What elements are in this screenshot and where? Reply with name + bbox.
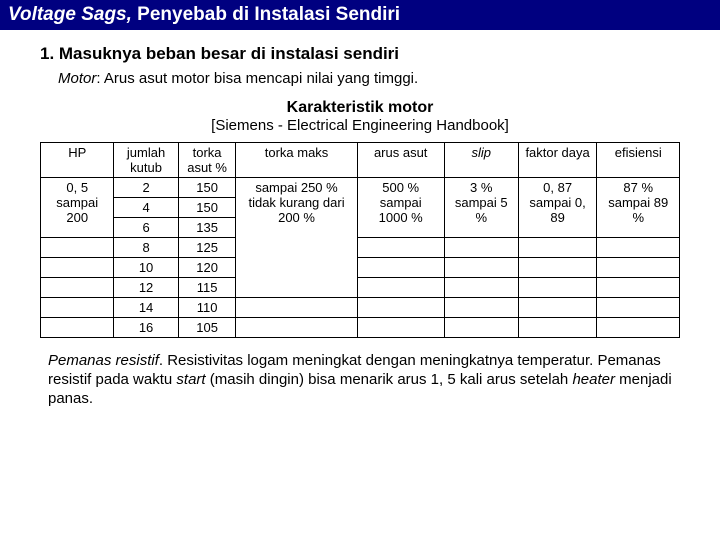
cell-kutub: 2 bbox=[114, 178, 178, 198]
cell-arus-asut: 500 % sampai 1000 % bbox=[357, 178, 444, 238]
th-faktor-daya: faktor daya bbox=[518, 143, 597, 178]
cell-torka-asut: 115 bbox=[178, 278, 236, 298]
cell-torka-asut: 105 bbox=[178, 318, 236, 338]
cell-empty bbox=[518, 318, 597, 338]
cell-kutub: 4 bbox=[114, 198, 178, 218]
table-caption: Karakteristik motor [Siemens - Electrica… bbox=[40, 99, 680, 134]
cell-empty bbox=[444, 318, 518, 338]
cell-torka-asut: 110 bbox=[178, 298, 236, 318]
th-efisiensi: efisiensi bbox=[597, 143, 680, 178]
cell-empty bbox=[41, 238, 114, 258]
slide-header: Voltage Sags, Penyebab di Instalasi Send… bbox=[0, 0, 720, 30]
table-row: 14 110 bbox=[41, 298, 680, 318]
cell-empty bbox=[597, 258, 680, 278]
cell-empty bbox=[357, 318, 444, 338]
cell-faktor-daya: 0, 87 sampai 0, 89 bbox=[518, 178, 597, 238]
th-slip: slip bbox=[444, 143, 518, 178]
cell-empty bbox=[444, 278, 518, 298]
cell-empty bbox=[41, 258, 114, 278]
para-heater: heater bbox=[572, 371, 615, 388]
cell-empty bbox=[597, 238, 680, 258]
cell-torka-asut: 120 bbox=[178, 258, 236, 278]
table-header-row: HP jumlah kutub torka asut % torka maks … bbox=[41, 143, 680, 178]
cell-empty bbox=[518, 298, 597, 318]
cell-empty bbox=[597, 278, 680, 298]
cell-kutub: 8 bbox=[114, 238, 178, 258]
content-area: 1. Masuknya beban besar di instalasi sen… bbox=[0, 30, 720, 408]
cell-empty bbox=[41, 318, 114, 338]
cell-torka-asut: 125 bbox=[178, 238, 236, 258]
table-row: 16 105 bbox=[41, 318, 680, 338]
para-lead: Pemanas resistif bbox=[48, 352, 159, 369]
motor-line: Motor: Arus asut motor bisa mencapi nila… bbox=[58, 70, 680, 87]
cell-efisiensi: 87 % sampai 89 % bbox=[597, 178, 680, 238]
cell-kutub: 14 bbox=[114, 298, 178, 318]
motor-label: Motor bbox=[58, 70, 96, 87]
para-start: start bbox=[176, 371, 205, 388]
cell-kutub: 10 bbox=[114, 258, 178, 278]
cell-torka-asut: 150 bbox=[178, 178, 236, 198]
cell-empty bbox=[518, 238, 597, 258]
th-kutub: jumlah kutub bbox=[114, 143, 178, 178]
cell-hp: 0, 5 sampai 200 bbox=[41, 178, 114, 238]
header-title-rest: Penyebab di Instalasi Sendiri bbox=[132, 4, 400, 25]
header-title-italic: Voltage Sags, bbox=[8, 4, 132, 25]
cell-empty bbox=[518, 258, 597, 278]
cell-kutub: 12 bbox=[114, 278, 178, 298]
cell-empty bbox=[236, 298, 357, 318]
table-row: 10 120 bbox=[41, 258, 680, 278]
cell-empty bbox=[444, 258, 518, 278]
motor-table: HP jumlah kutub torka asut % torka maks … bbox=[40, 142, 680, 338]
cell-kutub: 6 bbox=[114, 218, 178, 238]
cell-empty bbox=[41, 298, 114, 318]
cell-kutub: 16 bbox=[114, 318, 178, 338]
th-arus-asut: arus asut bbox=[357, 143, 444, 178]
cell-slip: 3 % sampai 5 % bbox=[444, 178, 518, 238]
cell-empty bbox=[597, 298, 680, 318]
cell-empty bbox=[357, 298, 444, 318]
th-torka-maks: torka maks bbox=[236, 143, 357, 178]
cell-torka-asut: 135 bbox=[178, 218, 236, 238]
cell-torka-maks: sampai 250 % tidak kurang dari 200 % bbox=[236, 178, 357, 298]
cell-empty bbox=[41, 278, 114, 298]
th-hp: HP bbox=[41, 143, 114, 178]
table-row: 0, 5 sampai 200 2 150 sampai 250 % tidak… bbox=[41, 178, 680, 198]
source-text: [Siemens - Electrical Engineering Handbo… bbox=[40, 117, 680, 134]
cell-empty bbox=[357, 238, 444, 258]
table-row: 12 115 bbox=[41, 278, 680, 298]
table-row: 8 125 bbox=[41, 238, 680, 258]
cell-empty bbox=[597, 318, 680, 338]
cell-torka-asut: 150 bbox=[178, 198, 236, 218]
paragraph: Pemanas resistif. Resistivitas logam men… bbox=[40, 352, 680, 408]
cell-empty bbox=[518, 278, 597, 298]
cell-empty bbox=[357, 258, 444, 278]
section-heading: 1. Masuknya beban besar di instalasi sen… bbox=[40, 44, 680, 64]
th-torka-asut: torka asut % bbox=[178, 143, 236, 178]
motor-text: : Arus asut motor bisa mencapi nilai yan… bbox=[96, 70, 418, 87]
cell-empty bbox=[357, 278, 444, 298]
para-body2: (masih dingin) bisa menarik arus 1, 5 ka… bbox=[206, 371, 573, 388]
cell-empty bbox=[236, 318, 357, 338]
cell-empty bbox=[444, 298, 518, 318]
karakteristik-title: Karakteristik motor bbox=[40, 99, 680, 117]
cell-empty bbox=[444, 238, 518, 258]
